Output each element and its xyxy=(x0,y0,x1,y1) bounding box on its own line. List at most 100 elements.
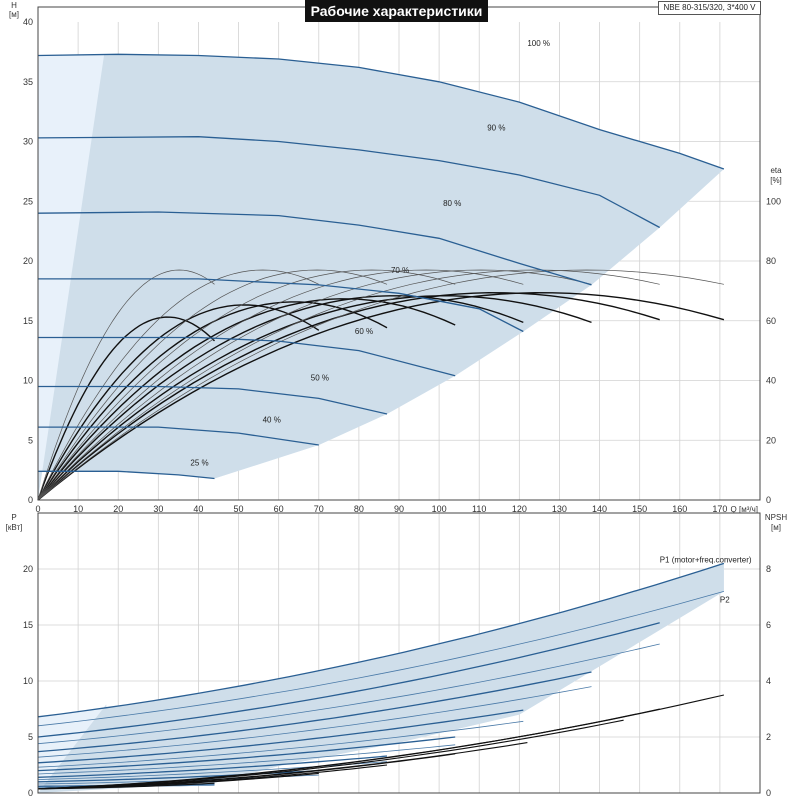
eta-p1-curve xyxy=(37,269,524,501)
p2-curve-80 xyxy=(37,686,592,758)
y2-axis-unit: [%] xyxy=(770,176,782,185)
head-curve-80 xyxy=(37,211,592,286)
npsh-curve xyxy=(37,719,624,790)
y-tick-label: 10 xyxy=(23,376,33,386)
eta-curve xyxy=(37,295,592,501)
npsh-tick-label: 8 xyxy=(766,564,771,574)
p2-curve-70 xyxy=(37,720,524,768)
x-tick-label: 140 xyxy=(592,504,607,514)
y2-tick-label: 0 xyxy=(766,495,771,505)
y2-tick-label: 20 xyxy=(766,435,776,445)
x-tick-label: 70 xyxy=(314,504,324,514)
head-curve-50 xyxy=(38,385,388,415)
p1-curve-90 xyxy=(37,622,660,738)
p1-curve-70 xyxy=(37,709,524,764)
y-tick-label: 30 xyxy=(23,137,33,147)
x-tick-label: 20 xyxy=(113,504,123,514)
eta-curve xyxy=(37,316,215,501)
curve-label: 60 % xyxy=(355,327,373,336)
eta-p1-curve xyxy=(37,269,456,501)
x-axis-label: Q [м³/ч] xyxy=(731,505,758,514)
eta-curve xyxy=(37,291,660,501)
x-tick-label: 10 xyxy=(73,504,83,514)
curve-label: 40 % xyxy=(263,415,281,424)
y-tick-label: 20 xyxy=(23,256,33,266)
x-tick-label: 100 xyxy=(432,504,447,514)
curve-label: 70 % xyxy=(391,266,409,275)
y-tick-label: 40 xyxy=(23,17,33,27)
npsh-tick-label: 4 xyxy=(766,676,771,686)
y-tick-label: 15 xyxy=(23,316,33,326)
chart-title: Рабочие характеристики xyxy=(305,0,488,22)
p-tick-label: 5 xyxy=(28,732,33,742)
curve-label: 100 % xyxy=(527,39,550,48)
p-tick-label: 0 xyxy=(28,788,33,798)
y2-axis-label: eta xyxy=(770,166,782,175)
p1-curve-60 xyxy=(37,736,456,772)
x-tick-label: 60 xyxy=(274,504,284,514)
x-tick-label: 110 xyxy=(472,504,486,514)
x-tick-label: 0 xyxy=(35,504,40,514)
p-axis-label: P xyxy=(11,513,16,522)
p-axis-unit: [кВт] xyxy=(6,523,23,532)
x-tick-label: 50 xyxy=(234,504,244,514)
eta-p1-curve xyxy=(37,269,388,501)
npsh-axis-unit: [м] xyxy=(771,523,781,532)
y2-tick-label: 80 xyxy=(766,256,776,266)
p-tick-label: 15 xyxy=(23,620,33,630)
x-tick-label: 80 xyxy=(354,504,364,514)
x-tick-label: 150 xyxy=(632,504,647,514)
y-tick-label: 0 xyxy=(28,495,33,505)
head-curve-40 xyxy=(38,426,319,446)
power-recommended-envelope xyxy=(38,563,724,793)
p2-curve-90 xyxy=(37,643,660,745)
p2-curve-60 xyxy=(37,744,456,775)
y-axis-unit: [м] xyxy=(9,10,19,19)
head-curve-60 xyxy=(38,336,456,377)
eta-curve xyxy=(37,304,320,501)
head-curve-25 xyxy=(38,470,215,480)
npsh-curve xyxy=(37,782,215,790)
eta-curve xyxy=(37,291,725,501)
y-tick-label: 5 xyxy=(28,435,33,445)
p2-curve-100 xyxy=(37,591,725,727)
head-curve-70 xyxy=(38,278,524,333)
npsh-tick-label: 6 xyxy=(766,620,771,630)
eta-p1-curve xyxy=(37,269,215,501)
eta-p1-curve xyxy=(37,269,724,501)
y-axis-label: H xyxy=(11,1,17,10)
curve-label: 80 % xyxy=(443,199,461,208)
eta-p1-curve xyxy=(37,269,592,501)
npsh-tick-label: 2 xyxy=(766,732,771,742)
power-npsh-panel: P1 (motor+freq.converter) P2 0 5 10 15 20 0 2 4 6 8… xyxy=(6,512,787,798)
head-curve-100 xyxy=(37,53,725,170)
x-tick-label: 130 xyxy=(552,504,567,514)
curve-label: 50 % xyxy=(311,374,329,383)
x-tick-label: 40 xyxy=(193,504,203,514)
y-tick-label: 35 xyxy=(23,77,33,87)
x-tick-label: 30 xyxy=(153,504,163,514)
p1-curve-50 xyxy=(37,755,388,778)
x-tick-label: 90 xyxy=(394,504,404,514)
x-tick-label: 170 xyxy=(712,504,727,514)
p2-series-label: P2 xyxy=(720,596,730,605)
eta-p1-curve xyxy=(37,269,660,501)
npsh-axis-label: NPSH xyxy=(765,513,787,522)
eta-curve xyxy=(37,295,524,501)
eta-p1-curve xyxy=(37,269,319,501)
x-tick-label: 120 xyxy=(512,504,527,514)
p-tick-label: 10 xyxy=(23,676,33,686)
npsh-tick-label: 0 xyxy=(766,788,771,798)
y2-tick-label: 40 xyxy=(766,376,776,386)
p1-curve-80 xyxy=(37,671,592,753)
p1-curve-100 xyxy=(37,562,725,718)
power-plot-frame xyxy=(37,512,761,794)
head-eta-panel: 100 % 90 % 80 % 70 % 60 % 50 % 40 % 25 % 0 10 20 30… xyxy=(9,1,782,514)
p-tick-label: 20 xyxy=(23,564,33,574)
p1-series-label: P1 (motor+freq.converter) xyxy=(660,555,752,564)
y2-tick-label: 100 xyxy=(766,196,781,206)
curve-label: 25 % xyxy=(190,458,208,467)
pump-model-label: NBE 80-315/320, 3*400 V xyxy=(658,1,761,15)
